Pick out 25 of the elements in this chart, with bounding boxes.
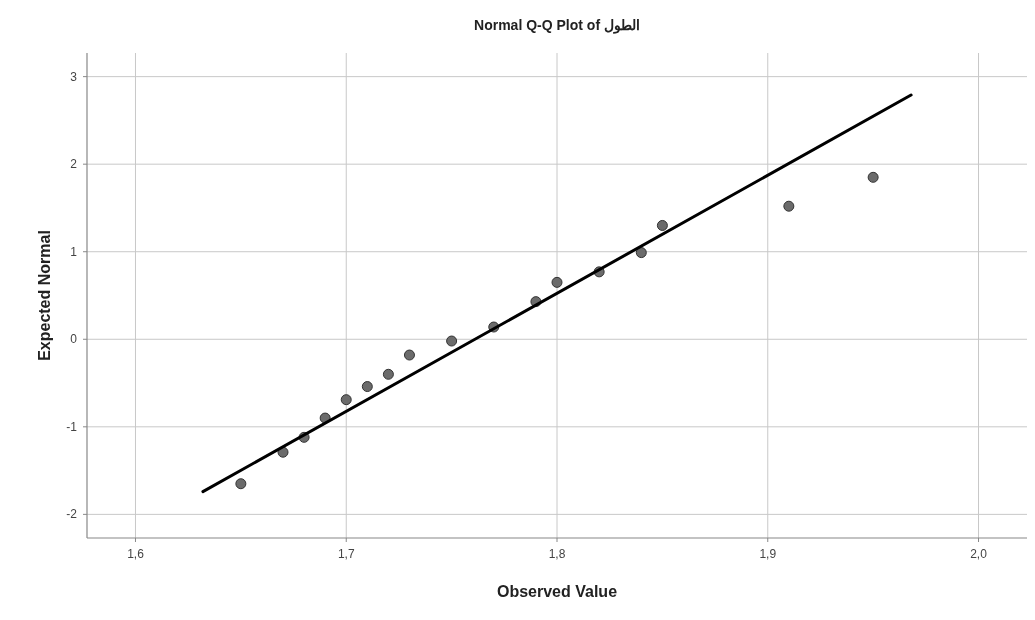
y-tick-label: 3 (70, 69, 78, 84)
x-tick-label: 1,7 (337, 547, 355, 561)
point (361, 381, 373, 393)
x-tick-label: 1,6 (127, 547, 145, 561)
point (446, 335, 458, 347)
y-tick-label: -1 (66, 419, 78, 434)
x-tick-label: 2,0 (970, 547, 988, 561)
point (867, 171, 879, 183)
point (551, 276, 563, 288)
x-axis-title: Observed Value (496, 583, 618, 600)
y-tick-label: 2 (70, 157, 78, 172)
point (340, 394, 352, 406)
point (656, 219, 668, 231)
point (783, 200, 795, 212)
point (635, 247, 647, 259)
point (403, 349, 415, 361)
point (382, 368, 394, 380)
point (235, 478, 247, 490)
x-tick-label: 1,8 (548, 547, 566, 561)
y-tick-label: 0 (70, 332, 78, 347)
y-tick-label: -2 (66, 507, 78, 522)
x-tick-label: 1,9 (759, 547, 777, 561)
chart-title: Normal Q-Q Plot of الطول (474, 17, 640, 34)
y-axis-title: Expected Normal (36, 230, 53, 361)
y-tick-label: 1 (70, 244, 78, 259)
